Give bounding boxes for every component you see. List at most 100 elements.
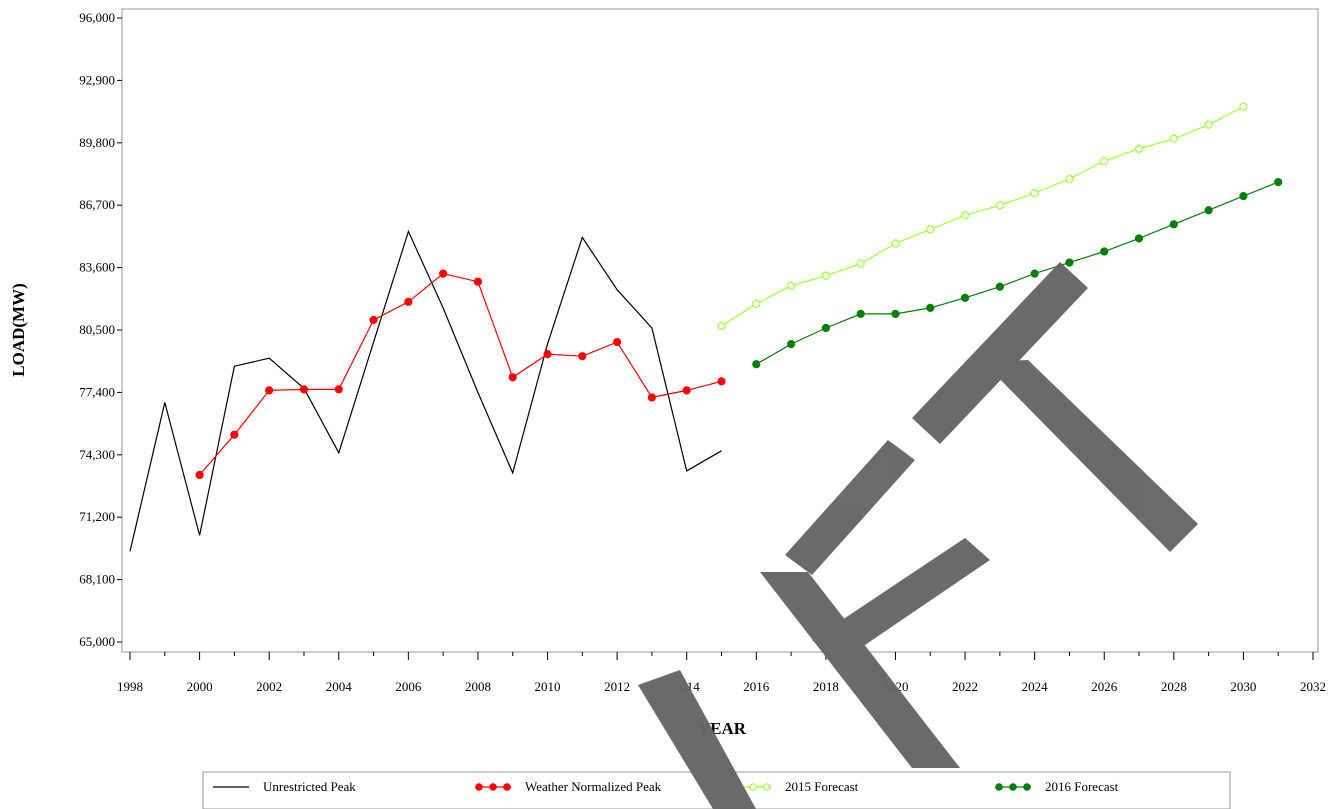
legend-marker	[1023, 783, 1031, 791]
x-tick-label: 2032	[1300, 679, 1326, 694]
series-line-4	[755, 181, 1279, 365]
legend-label: 2015 Forecast	[785, 779, 859, 794]
x-tick-label: 2008	[465, 679, 491, 694]
series-2-point	[230, 430, 239, 439]
series-3-point	[856, 259, 865, 268]
series-line-2	[199, 272, 722, 476]
series-4-point	[1030, 269, 1039, 278]
watermark-stroke	[638, 670, 756, 809]
x-tick-label: 2012	[604, 679, 630, 694]
legend-marker	[995, 783, 1003, 791]
series-2-point	[473, 277, 483, 286]
y-tick-label: 65,000	[79, 634, 115, 649]
series-2-point	[578, 352, 587, 361]
series-3-point	[926, 225, 935, 234]
watermark-stroke	[812, 538, 990, 662]
series-4-point	[856, 309, 865, 318]
y-tick-label: 86,700	[79, 197, 115, 212]
series-3-point	[1239, 102, 1248, 111]
legend: Unrestricted Peak Weather Normalized Peak…	[202, 771, 1231, 809]
series-3-point	[717, 321, 726, 331]
series-3-point	[1204, 120, 1213, 129]
series-3-point	[1169, 134, 1178, 143]
x-tick-label: 2016	[743, 679, 770, 694]
y-tick-label: 80,500	[79, 322, 115, 337]
legend-marker	[1009, 783, 1017, 791]
legend-label: Unrestricted Peak	[263, 779, 356, 794]
series-2-point	[265, 386, 274, 395]
legend-label: 2016 Forecast	[1045, 779, 1119, 794]
x-tick-label: 2004	[326, 679, 353, 694]
x-tick-label: 2002	[256, 679, 282, 694]
series-3-point	[995, 201, 1004, 210]
x-axis: 1998200020022004200620082010201220142016…	[117, 652, 1326, 694]
series-4-point	[752, 360, 761, 369]
x-tick-label: 2000	[187, 679, 213, 694]
series-4-point	[1239, 192, 1248, 201]
y-axis: 65,000 68,100 71,200 74,300 77,400 80,500 83,6…	[79, 10, 122, 649]
series-2-point	[439, 269, 448, 278]
series-line-3	[721, 106, 1244, 327]
legend-marker	[489, 783, 497, 791]
series-3-point	[891, 239, 900, 248]
series-3-point	[1134, 144, 1144, 153]
series-4-point	[1204, 206, 1213, 215]
series-2-point	[613, 337, 622, 347]
series-4-point	[1100, 247, 1109, 256]
series-2-point	[717, 377, 726, 386]
series-4-point	[960, 293, 970, 302]
series-4-point	[821, 323, 830, 333]
y-tick-label: 71,200	[79, 509, 115, 524]
series-layer	[129, 102, 1283, 552]
series-2-point	[369, 315, 378, 325]
series-3-point	[752, 299, 761, 308]
series-3-point	[786, 281, 796, 290]
watermark-stroke	[983, 360, 1198, 552]
series-2-point	[682, 386, 691, 395]
series-line-1	[129, 229, 722, 552]
y-tick-label: 92,900	[79, 72, 115, 87]
series-2-point	[334, 385, 343, 394]
series-4-point	[786, 339, 796, 349]
legend-marker	[763, 783, 771, 791]
series-2-point	[543, 350, 552, 359]
legend-marker	[475, 783, 483, 791]
x-tick-label: 2010	[535, 679, 561, 694]
y-tick-label: 68,100	[79, 572, 115, 587]
x-tick-label: 2022	[952, 679, 978, 694]
x-tick-label: 2024	[1022, 679, 1049, 694]
series-2-point	[195, 470, 204, 480]
x-tick-label: 2018	[813, 679, 839, 694]
legend-marker	[749, 783, 757, 791]
series-4-point	[891, 309, 900, 318]
series-3-point	[1065, 174, 1074, 184]
watermark-stroke	[760, 572, 960, 768]
series-4-point	[926, 303, 935, 312]
legend-label: Weather Normalized Peak	[525, 779, 662, 794]
series-2-point	[508, 373, 517, 382]
y-tick-label: 89,800	[79, 135, 115, 150]
series-2-point	[404, 297, 413, 306]
y-tick-label: 77,400	[79, 384, 115, 399]
x-tick-label: 2028	[1161, 679, 1187, 694]
series-3-point	[1100, 156, 1109, 166]
series-4-point	[1065, 258, 1074, 267]
series-2-point	[647, 393, 657, 402]
series-4-point	[1169, 220, 1178, 229]
plot-area	[121, 8, 1319, 653]
series-3-point	[960, 211, 970, 220]
series-4-point	[995, 282, 1004, 291]
y-axis-title: LOAD(MW)	[9, 283, 28, 376]
y-tick-label: 74,300	[79, 447, 115, 462]
x-tick-label: 1998	[117, 679, 143, 694]
x-tick-label: 2030	[1230, 679, 1256, 694]
y-tick-label: 83,600	[79, 260, 115, 275]
series-4-point	[1134, 234, 1144, 243]
draft-watermark	[638, 262, 1198, 809]
series-4-point	[1274, 177, 1283, 187]
watermark-stroke	[785, 440, 915, 575]
x-tick-label: 2006	[395, 679, 422, 694]
legend-marker	[503, 783, 511, 791]
watermark-stroke	[912, 262, 1088, 444]
